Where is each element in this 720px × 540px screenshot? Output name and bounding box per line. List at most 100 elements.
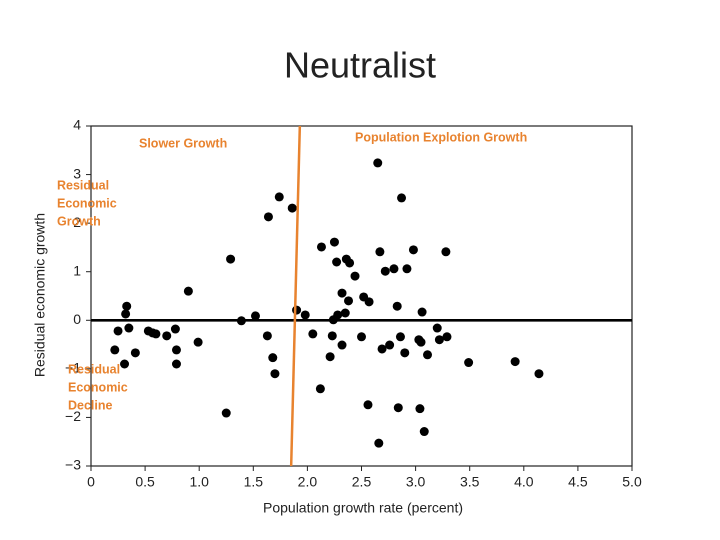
divider-line (289, 125, 302, 467)
point (442, 332, 452, 342)
point (292, 305, 302, 315)
point (121, 309, 131, 319)
point (434, 335, 444, 345)
point (397, 193, 407, 203)
point (329, 237, 339, 247)
point (373, 158, 383, 168)
point (327, 331, 337, 341)
y-tick-label: −1 (65, 360, 81, 376)
point (122, 301, 132, 311)
point (151, 329, 161, 339)
point (270, 369, 280, 379)
point (389, 264, 399, 274)
point (432, 323, 442, 333)
point (340, 308, 350, 318)
point (263, 212, 273, 222)
x-tick-label: 0.5 (135, 474, 155, 490)
point (408, 245, 418, 255)
point (392, 301, 402, 311)
point (415, 404, 425, 414)
chart-title: Neutralist (284, 45, 436, 86)
x-tick-label: 2.5 (352, 474, 372, 490)
point (262, 331, 272, 341)
y-tick-label: 2 (73, 214, 81, 230)
x-axis-label: Population growth rate (percent) (263, 500, 463, 516)
annotation: Residual (68, 362, 120, 376)
point (130, 348, 140, 358)
x-tick-label: 5.0 (622, 474, 642, 490)
point (193, 337, 203, 347)
point (419, 427, 429, 437)
point (395, 332, 405, 342)
point (402, 264, 412, 274)
y-axis-label: Residual economic growth (32, 213, 48, 377)
annotation: Economic (68, 380, 128, 394)
point (423, 350, 433, 360)
x-tick-label: 1.0 (189, 474, 209, 490)
x-tick-label: 2.0 (298, 474, 318, 490)
point (221, 408, 231, 418)
point (250, 311, 260, 321)
point (380, 266, 390, 276)
point (120, 359, 130, 369)
point (363, 400, 373, 410)
point (510, 357, 520, 367)
point (170, 324, 180, 334)
annotation: Growth (57, 214, 101, 228)
point (417, 307, 427, 317)
point (226, 254, 236, 264)
point (332, 257, 342, 267)
annotation: Residual (57, 178, 109, 192)
annotation: Slower Growth (139, 136, 227, 150)
point (393, 403, 403, 413)
point (345, 258, 355, 268)
point (287, 203, 297, 213)
point (416, 337, 426, 347)
x-tick-label: 3.0 (406, 474, 426, 490)
x-tick-label: 4.0 (514, 474, 534, 490)
point (110, 345, 120, 355)
point (113, 326, 123, 336)
point (374, 438, 384, 448)
point (344, 296, 354, 306)
point (171, 345, 181, 355)
point (375, 247, 385, 257)
y-tick-label: 1 (73, 262, 81, 278)
point (377, 344, 387, 354)
annotation: Decline (68, 398, 113, 412)
annotation: Population Explotion Growth (355, 130, 527, 144)
x-tick-label: 0 (87, 474, 95, 490)
y-tick-label: 0 (73, 311, 81, 327)
point (337, 340, 347, 350)
point (315, 384, 325, 394)
point (464, 358, 474, 368)
point (337, 288, 347, 298)
point (308, 329, 318, 339)
y-tick-label: 3 (73, 165, 81, 181)
point (274, 192, 284, 202)
point (183, 286, 193, 296)
point (268, 353, 278, 363)
y-tick-label: −2 (65, 408, 81, 424)
point (400, 348, 410, 358)
x-tick-label: 4.5 (568, 474, 588, 490)
y-tick-label: 4 (73, 117, 81, 133)
annotation: Economic (57, 196, 117, 210)
point (333, 310, 343, 320)
point (124, 323, 134, 333)
point (441, 247, 451, 257)
point (162, 331, 172, 341)
x-tick-label: 3.5 (460, 474, 480, 490)
point (171, 359, 181, 369)
point (300, 310, 310, 320)
point (236, 316, 246, 326)
point (350, 271, 360, 281)
x-tick-label: 1.5 (244, 474, 264, 490)
point (385, 340, 395, 350)
y-tick-label: −3 (65, 457, 81, 473)
point (325, 352, 335, 362)
point (357, 332, 366, 342)
point (364, 297, 374, 307)
point (316, 242, 326, 252)
